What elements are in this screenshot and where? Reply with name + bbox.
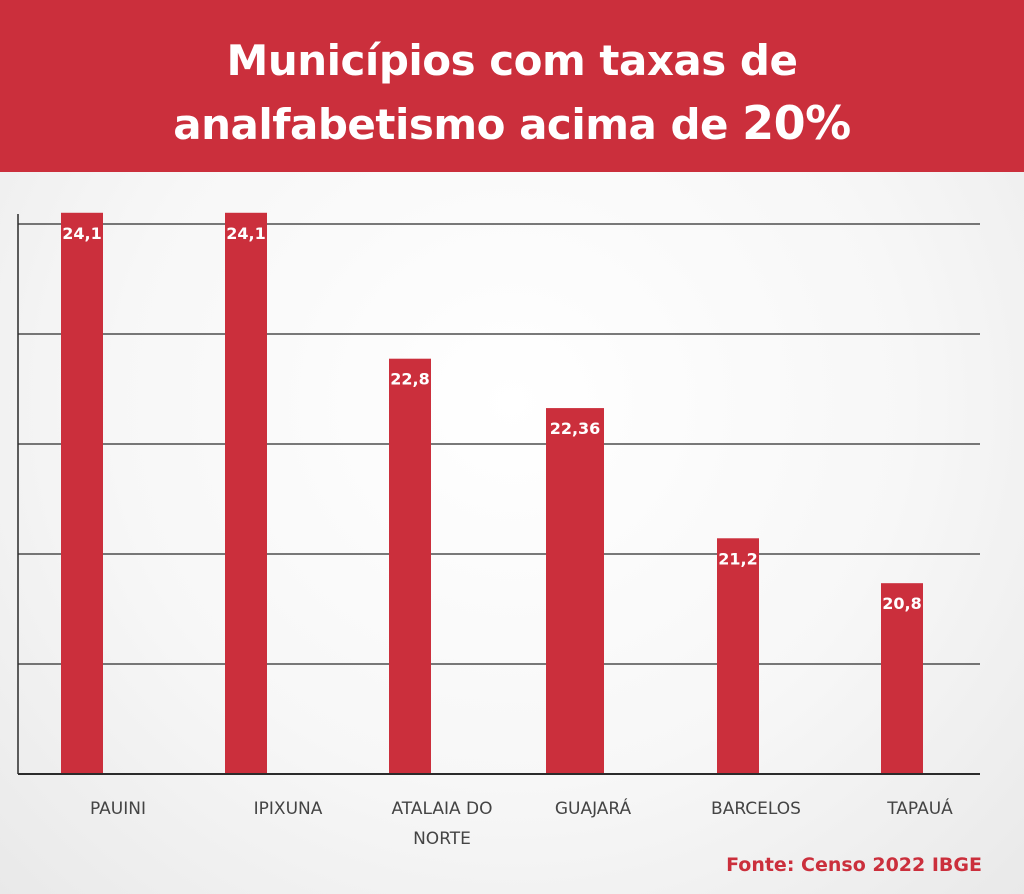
category-label: ATALAIA DO	[391, 799, 492, 819]
bar-value-label: 24,1	[62, 224, 101, 243]
bar-value-label: 22,36	[550, 419, 601, 438]
bar-chart: 24,1 PAUINI 24,1 IPIXUNA 22,8 ATALAIA DO NORTE…	[17, 212, 980, 849]
category-label: NORTE	[413, 829, 471, 849]
bar-value-label: 20,8	[882, 594, 921, 613]
bar	[717, 538, 759, 774]
bar-value-label: 24,1	[226, 224, 265, 243]
bar	[225, 212, 267, 774]
bar	[881, 583, 923, 774]
category-label: TAPAUÁ	[886, 797, 953, 819]
bar-value-label: 21,2	[718, 549, 757, 568]
bar	[546, 408, 604, 774]
chart-title: Municípios com taxas de analfabetismo ac…	[0, 30, 1024, 156]
title-line-2-text: analfabetismo acima de	[173, 100, 729, 149]
bar	[61, 212, 103, 774]
source-note: Fonte: Censo 2022 IBGE	[726, 854, 982, 876]
category-label: PAUINI	[90, 799, 146, 819]
category-label: BARCELOS	[711, 799, 801, 819]
title-banner	[0, 0, 1024, 172]
bar-value-label: 22,8	[390, 370, 429, 389]
title-percentage: 20%	[742, 96, 851, 150]
title-line-1: Municípios com taxas de	[226, 36, 798, 85]
category-label: IPIXUNA	[254, 799, 323, 819]
bar	[389, 358, 431, 774]
category-label: GUAJARÁ	[555, 797, 632, 819]
title-line-2: analfabetismo acima de 20%	[0, 92, 1024, 156]
